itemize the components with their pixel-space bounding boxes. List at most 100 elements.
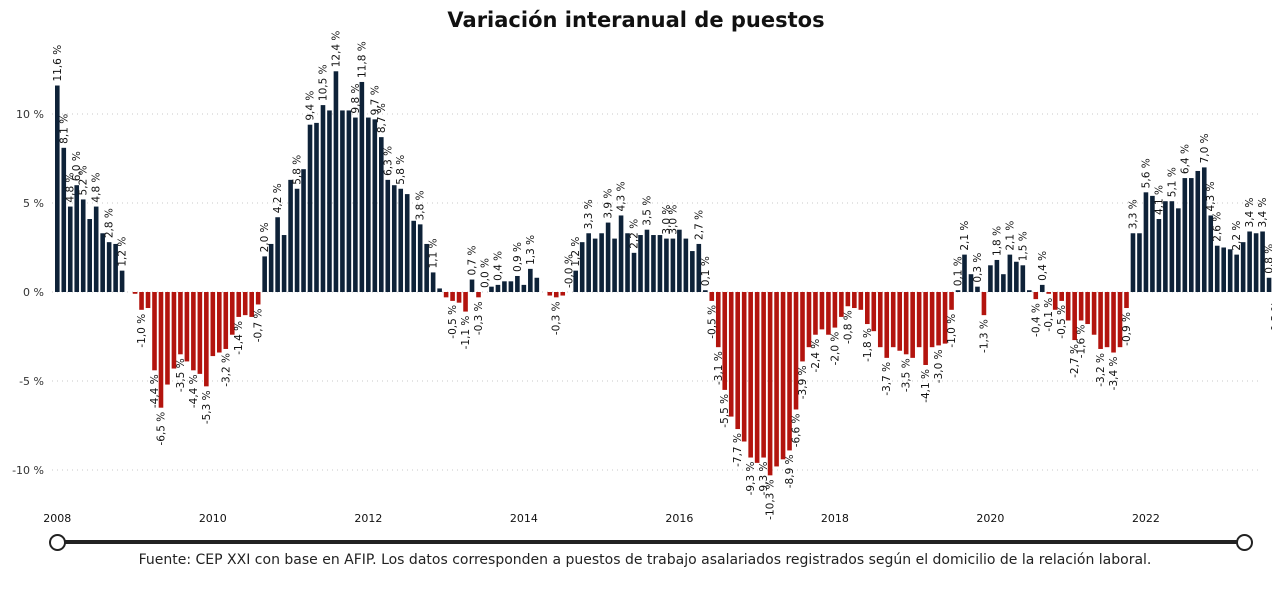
bar[interactable]	[890, 292, 896, 348]
bar[interactable]	[942, 292, 948, 344]
bar[interactable]	[327, 110, 332, 292]
bar[interactable]	[560, 292, 566, 296]
bar[interactable]	[605, 222, 611, 292]
bar[interactable]	[1221, 247, 1226, 293]
bar[interactable]	[55, 85, 60, 293]
bar[interactable]	[100, 233, 105, 292]
bar[interactable]	[67, 206, 73, 292]
bar[interactable]	[865, 292, 870, 325]
bar[interactable]	[670, 238, 676, 292]
bar[interactable]	[106, 242, 112, 292]
bar[interactable]	[204, 292, 209, 387]
bar[interactable]	[171, 292, 177, 369]
bar[interactable]	[741, 292, 747, 442]
bar[interactable]	[417, 224, 423, 292]
bar[interactable]	[1253, 233, 1259, 292]
bar[interactable]	[949, 292, 954, 310]
bar[interactable]	[145, 292, 151, 309]
bar[interactable]	[1104, 292, 1110, 348]
range-slider-end-handle[interactable]	[1236, 534, 1253, 551]
bar[interactable]	[495, 284, 501, 292]
bar[interactable]	[592, 238, 598, 292]
bar[interactable]	[1227, 249, 1233, 292]
bar[interactable]	[826, 292, 831, 335]
bar[interactable]	[87, 219, 92, 292]
bar[interactable]	[677, 229, 682, 292]
bar[interactable]	[294, 188, 300, 292]
bar[interactable]	[1266, 277, 1272, 292]
bar[interactable]	[819, 292, 825, 330]
bar[interactable]	[644, 229, 650, 292]
bar[interactable]	[430, 272, 436, 292]
bar[interactable]	[1189, 178, 1194, 292]
bar[interactable]	[968, 274, 974, 292]
bar[interactable]	[1027, 290, 1032, 292]
bar[interactable]	[255, 292, 261, 305]
bar[interactable]	[994, 259, 1000, 292]
bar[interactable]	[236, 292, 242, 317]
bar[interactable]	[1247, 231, 1252, 292]
bar[interactable]	[657, 235, 663, 292]
bar[interactable]	[774, 292, 779, 467]
bar[interactable]	[916, 292, 922, 348]
bar[interactable]	[450, 292, 455, 301]
bar[interactable]	[929, 292, 935, 348]
bar[interactable]	[579, 242, 585, 292]
date-range-slider[interactable]	[57, 540, 1245, 544]
bar[interactable]	[404, 194, 410, 292]
bar[interactable]	[715, 292, 721, 348]
bar[interactable]	[1208, 215, 1214, 292]
bar[interactable]	[1033, 292, 1039, 300]
bar[interactable]	[463, 292, 468, 312]
bar[interactable]	[1020, 265, 1026, 292]
bar[interactable]	[709, 292, 715, 301]
bar[interactable]	[1091, 292, 1097, 335]
bar[interactable]	[586, 233, 591, 292]
bar[interactable]	[553, 292, 559, 298]
bar[interactable]	[1007, 254, 1013, 292]
bar[interactable]	[210, 292, 216, 357]
bar[interactable]	[735, 292, 740, 430]
bar[interactable]	[469, 279, 475, 292]
bar[interactable]	[761, 292, 766, 458]
bar[interactable]	[884, 292, 890, 358]
bar[interactable]	[508, 281, 514, 292]
bar[interactable]	[1137, 233, 1142, 292]
bar[interactable]	[437, 288, 442, 292]
bar[interactable]	[767, 292, 773, 476]
bar[interactable]	[625, 233, 630, 292]
bar[interactable]	[372, 119, 378, 292]
bar[interactable]	[690, 251, 695, 292]
bar[interactable]	[456, 292, 462, 303]
bar[interactable]	[191, 292, 196, 371]
bar[interactable]	[1014, 261, 1019, 292]
bar[interactable]	[787, 292, 792, 451]
bar[interactable]	[780, 292, 786, 460]
bar[interactable]	[353, 117, 358, 292]
bar[interactable]	[262, 256, 267, 292]
bar[interactable]	[638, 235, 643, 292]
bar[interactable]	[664, 238, 669, 292]
bar[interactable]	[113, 243, 118, 292]
bar[interactable]	[178, 292, 183, 355]
bar[interactable]	[74, 185, 80, 292]
bar[interactable]	[923, 292, 928, 365]
bar[interactable]	[184, 292, 190, 362]
bar[interactable]	[722, 292, 728, 390]
bar[interactable]	[139, 292, 144, 310]
bar[interactable]	[346, 110, 352, 292]
bar[interactable]	[800, 292, 805, 362]
bar[interactable]	[793, 292, 799, 410]
bar[interactable]	[1001, 274, 1006, 292]
bar[interactable]	[1098, 292, 1103, 349]
bar[interactable]	[754, 292, 760, 463]
bar[interactable]	[1182, 178, 1188, 292]
bar[interactable]	[1176, 208, 1181, 292]
bar[interactable]	[903, 292, 909, 355]
bar[interactable]	[651, 235, 656, 292]
bar[interactable]	[728, 292, 734, 417]
bar[interactable]	[1240, 242, 1246, 292]
bar[interactable]	[1150, 195, 1155, 292]
bar[interactable]	[1195, 170, 1201, 292]
bar[interactable]	[858, 292, 864, 310]
